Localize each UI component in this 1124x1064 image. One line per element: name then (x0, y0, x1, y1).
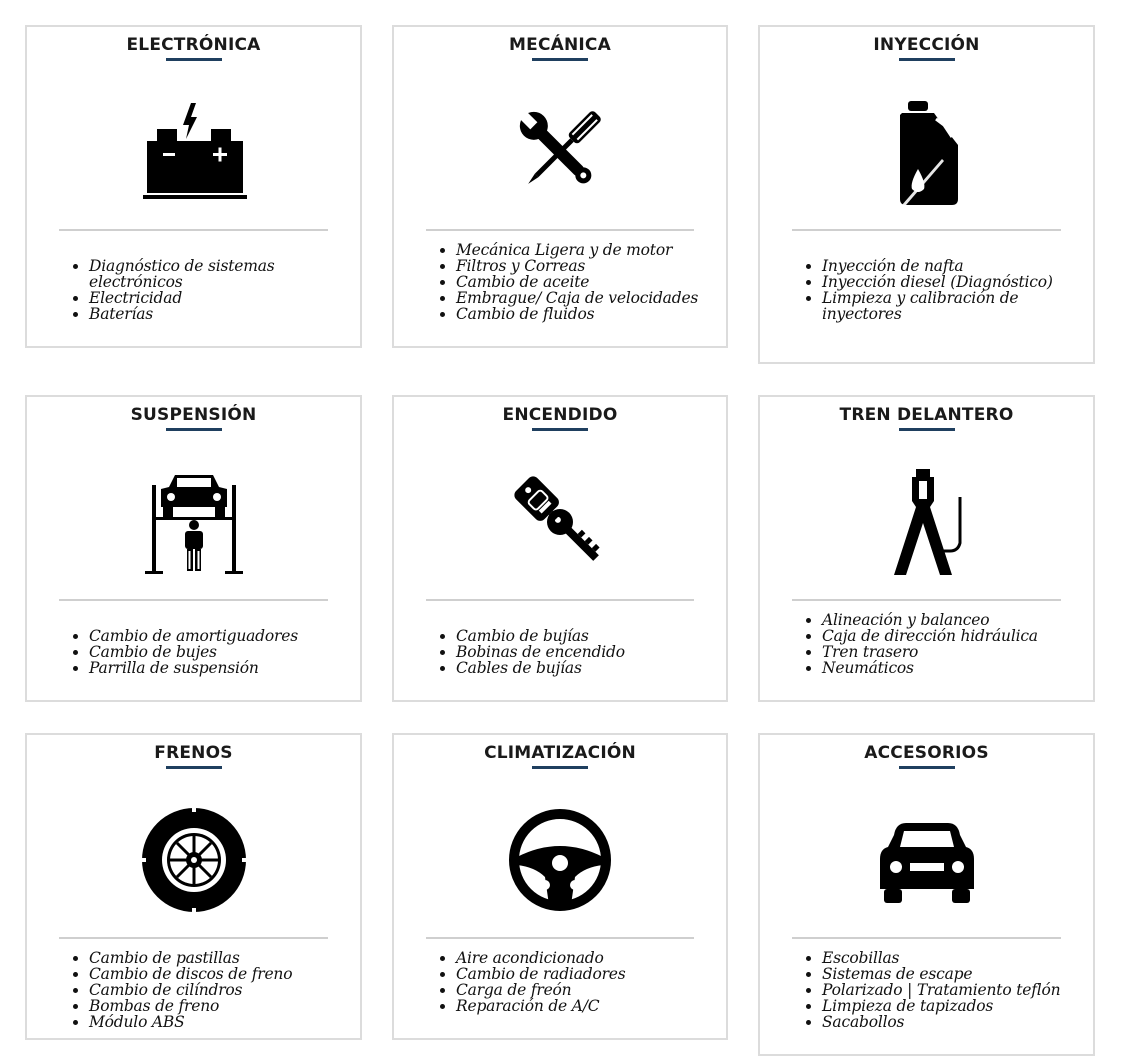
service-list: Diagnóstico de sistemas electrónicos Ele… (69, 258, 350, 322)
divider (59, 599, 328, 601)
card-title: ENCENDIDO (502, 405, 618, 425)
list-item: Tren trasero (822, 644, 1083, 660)
service-card-mecanica: MECÁNICA Mecánica Ligera y de motor Filt… (392, 25, 728, 348)
tire-icon (27, 801, 360, 919)
divider (426, 229, 694, 231)
list-item: Limpieza de tapizados (822, 998, 1083, 1014)
service-list: Mecánica Ligera y de motor Filtros y Cor… (436, 242, 716, 322)
card-title: MECÁNICA (509, 35, 611, 55)
car-front-icon (760, 801, 1093, 919)
list-item: Caja de dirección hidráulica (822, 628, 1083, 644)
list-item: Sacabollos (822, 1014, 1083, 1030)
service-list: Cambio de amortiguadores Cambio de bujes… (69, 628, 350, 676)
title-underline (532, 428, 588, 431)
card-title: CLIMATIZACIÓN (484, 743, 636, 763)
title-underline (532, 766, 588, 769)
list-item: Inyección diesel (Diagnóstico) (822, 274, 1083, 290)
title-underline (898, 58, 955, 61)
card-title: FRENOS (154, 743, 233, 763)
list-item: Cambio de bujías (456, 628, 716, 644)
list-item: Sistemas de escape (822, 966, 1083, 982)
list-item: Cambio de aceite (456, 274, 716, 290)
list-item: Escobillas (822, 950, 1083, 966)
wrench-screwdriver-icon (394, 93, 726, 211)
service-list: Cambio de pastillas Cambio de discos de … (69, 950, 350, 1030)
service-card-electronica: ELECTRÓNICA Diagnóstico de sistemas elec… (25, 25, 362, 348)
title-underline (165, 58, 222, 61)
service-card-climatizacion: CLIMATIZACIÓN Aire acondicionado Cambio … (392, 733, 728, 1040)
divider (426, 599, 694, 601)
divider (792, 599, 1061, 601)
list-item: Polarizado | Tratamiento teflón (822, 982, 1083, 998)
list-item: Cambio de fluidos (456, 306, 716, 322)
list-item: Bombas de freno (89, 998, 350, 1014)
service-card-suspension: SUSPENSIÓN Cambio de amortiguadores Camb… (25, 395, 362, 702)
title-underline (898, 766, 955, 769)
service-card-accesorios: ACCESORIOS Escobillas Sistemas de escape… (758, 733, 1095, 1056)
title-underline (532, 58, 588, 61)
service-list: Inyección de nafta Inyección diesel (Dia… (802, 258, 1083, 322)
title-underline (898, 428, 955, 431)
list-item: Aire acondicionado (456, 950, 716, 966)
service-card-encendido: ENCENDIDO Cambio de bujías Bobinas de en… (392, 395, 728, 702)
jumper-clamp-icon (760, 463, 1093, 581)
divider (59, 937, 328, 939)
list-item: Reparación de A/C (456, 998, 716, 1014)
title-underline (165, 766, 222, 769)
list-item: Cables de bujías (456, 660, 716, 676)
car-key-icon (394, 463, 726, 581)
card-title: ACCESORIOS (864, 743, 989, 763)
service-card-frenos: FRENOS Cambio de pastillas (25, 733, 362, 1040)
list-item: Baterías (89, 306, 350, 322)
list-item: Cambio de pastillas (89, 950, 350, 966)
divider (426, 937, 694, 939)
car-lift-icon (27, 463, 360, 581)
card-title: ELECTRÓNICA (126, 35, 261, 55)
service-list: Aire acondicionado Cambio de radiadores … (436, 950, 716, 1014)
card-title: SUSPENSIÓN (130, 405, 257, 425)
list-item: Cambio de amortiguadores (89, 628, 350, 644)
list-item: Embrague/ Caja de velocidades (456, 290, 716, 306)
list-item: Mecánica Ligera y de motor (456, 242, 716, 258)
list-item: Cambio de bujes (89, 644, 350, 660)
card-title: TREN DELANTERO (839, 405, 1014, 425)
service-card-inyeccion: INYECCIÓN Inyección de nafta Inyección d… (758, 25, 1095, 364)
list-item: Electricidad (89, 290, 350, 306)
service-list: Alineación y balanceo Caja de dirección … (802, 612, 1083, 676)
title-underline (165, 428, 222, 431)
card-title: INYECCIÓN (873, 35, 980, 55)
service-list: Escobillas Sistemas de escape Polarizado… (802, 950, 1083, 1030)
list-item: Módulo ABS (89, 1014, 350, 1030)
list-item: Inyección de nafta (822, 258, 1083, 274)
divider (792, 937, 1061, 939)
list-item: Parrilla de suspensión (89, 660, 350, 676)
steering-wheel-icon (394, 801, 726, 919)
list-item: Limpieza y calibración de inyectores (822, 290, 1083, 322)
service-card-tren-delantero: TREN DELANTERO Alineación y balanceo Caj… (758, 395, 1095, 702)
list-item: Neumáticos (822, 660, 1083, 676)
list-item: Cambio de cilíndros (89, 982, 350, 998)
divider (59, 229, 328, 231)
list-item: Cambio de discos de freno (89, 966, 350, 982)
battery-icon (27, 93, 360, 211)
service-list: Cambio de bujías Bobinas de encendido Ca… (436, 628, 716, 676)
divider (792, 229, 1061, 231)
list-item: Cambio de radiadores (456, 966, 716, 982)
list-item: Bobinas de encendido (456, 644, 716, 660)
oil-can-icon (760, 93, 1093, 211)
list-item: Alineación y balanceo (822, 612, 1083, 628)
list-item: Diagnóstico de sistemas electrónicos (89, 258, 350, 290)
list-item: Filtros y Correas (456, 258, 716, 274)
list-item: Carga de freón (456, 982, 716, 998)
